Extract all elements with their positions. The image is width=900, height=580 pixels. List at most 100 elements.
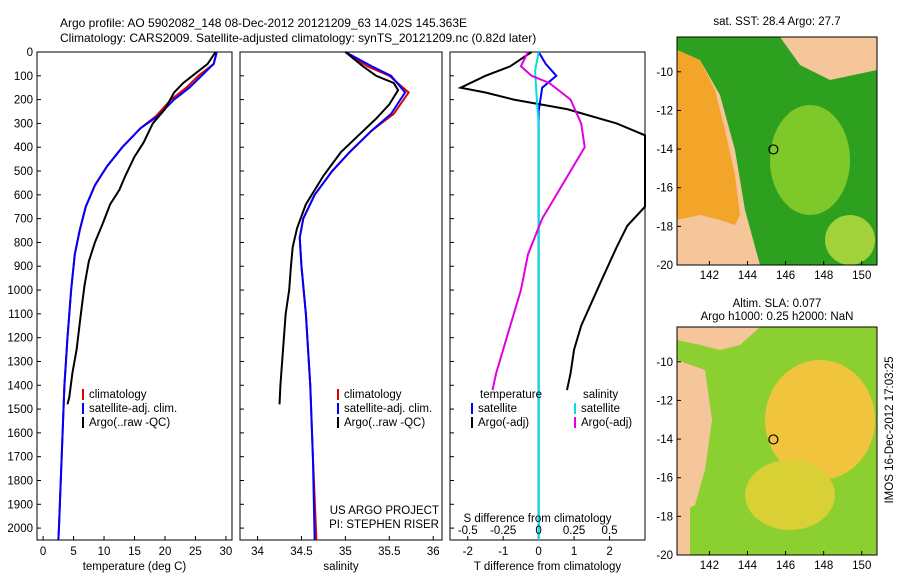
depth-tick-label: 1600 [7, 428, 33, 440]
sla-lon-label: 144 [738, 560, 758, 572]
temperature-legend-label: satellite-adj. clim. [89, 403, 177, 415]
depth-tick-label: 1000 [7, 285, 33, 297]
depth-tick-label: 1500 [7, 404, 33, 416]
temperature-x-axis-label: temperature (deg C) [83, 561, 187, 573]
salinity-line-satellite-adj-clim- [298, 51, 407, 541]
plot-title-line1: Argo profile: AO 5902082_148 08-Dec-2012… [60, 16, 467, 30]
sst-map-image [677, 37, 877, 265]
differences-s-axis-label: S difference from climatology [463, 513, 611, 525]
depth-tick-label: 400 [14, 142, 33, 154]
sst-lon-label: 148 [814, 270, 833, 282]
temperature-x-tick-label: 15 [128, 546, 141, 558]
sla-lat-label: -16 [656, 473, 673, 485]
salinity-x-axis-label: salinity [323, 561, 358, 573]
depth-tick-label: 200 [14, 95, 33, 107]
depth-tick-label: 2000 [7, 523, 33, 535]
project-annotation: US ARGO PROJECT [330, 505, 439, 517]
temperature-x-tick-label: 25 [189, 546, 202, 558]
sst-lat-label: -14 [656, 144, 673, 156]
salinity-line-argo-raw-qc- [278, 51, 400, 405]
differences-axes-frame [449, 51, 646, 541]
temperature-legend-label: climatology [89, 389, 147, 401]
sla-lat-label: -14 [656, 434, 673, 446]
differences-line-temperature-argo-adj- [457, 51, 646, 391]
diff-legend-label: salinity [583, 389, 618, 401]
depth-tick-label: 1200 [7, 333, 33, 345]
sst-lat-label: -16 [656, 183, 673, 195]
diff-legend-label: Argo(-adj) [478, 417, 529, 429]
temperature-legend-label: Argo(..raw -QC) [89, 417, 170, 429]
salinity-x-tick-label: 34 [251, 546, 264, 558]
sst-lon-label: 142 [700, 270, 719, 282]
sst-lon-label: 144 [738, 270, 758, 282]
depth-tick-label: 700 [14, 214, 33, 226]
temperature-x-tick-label: 10 [98, 546, 111, 558]
sla-map-subtitle: Argo h1000: 0.25 h2000: NaN [701, 311, 854, 323]
sla-lon-label: 142 [700, 560, 719, 572]
diff-legend-label: Argo(-adj) [581, 417, 632, 429]
sst-lat-label: -18 [656, 221, 673, 233]
sst-lat-label: -10 [656, 67, 673, 79]
sst-lon-label: 146 [776, 270, 795, 282]
differences-x-tick-label: 2 [606, 546, 612, 558]
diff-legend-label: satellite [478, 403, 517, 415]
depth-tick-label: 800 [14, 237, 33, 249]
temperature-x-tick-label: 0 [40, 546, 46, 558]
depth-tick-label: 500 [14, 166, 33, 178]
sst-map-title: sat. SST: 28.4 Argo: 27.7 [713, 16, 840, 28]
differences-line-salinity-argo-adj- [491, 51, 586, 391]
depth-tick-label: 1900 [7, 499, 33, 511]
depth-tick-label: 0 [27, 47, 33, 59]
sla-lon-label: 146 [776, 560, 795, 572]
sla-lat-label: -12 [656, 395, 673, 407]
salinity-x-tick-label: 36 [427, 546, 440, 558]
sla-lat-label: -18 [656, 511, 673, 523]
temperature-line-climatology [57, 51, 218, 541]
sst-lat-label: -20 [656, 260, 673, 272]
temperature-axes-frame [36, 51, 233, 541]
differences-s-tick-label: 0.5 [602, 525, 618, 537]
sst-lon-label: 150 [852, 270, 871, 282]
depth-tick-label: 300 [14, 118, 33, 130]
sla-map-image [677, 327, 877, 555]
sst-map-frame [676, 36, 878, 266]
differences-x-tick-label: -1 [498, 546, 508, 558]
temperature-x-tick-label: 5 [70, 546, 76, 558]
differences-x-tick-label: 1 [571, 546, 577, 558]
diff-legend-label: satellite [581, 403, 620, 415]
salinity-axes-frame [239, 51, 443, 541]
temperature-line-argo-raw-qc- [66, 51, 217, 405]
depth-tick-label: 600 [14, 190, 33, 202]
depth-tick-label: 1800 [7, 475, 33, 487]
salinity-line-climatology [298, 51, 410, 541]
differences-s-tick-label: 0 [535, 525, 541, 537]
sla-map-frame [676, 326, 878, 556]
depth-tick-label: 100 [14, 71, 33, 83]
sla-lon-label: 148 [814, 560, 833, 572]
sst-lat-label: -12 [656, 105, 673, 117]
differences-s-tick-label: -0.5 [458, 525, 478, 537]
temperature-x-tick-label: 20 [159, 546, 172, 558]
depth-tick-label: 1300 [7, 356, 33, 368]
depth-tick-label: 1100 [8, 309, 33, 321]
sla-argo-marker [768, 434, 779, 445]
diff-legend-label: temperature [480, 389, 542, 401]
sst-argo-marker [768, 144, 779, 155]
differences-x-tick-label: -2 [463, 546, 473, 558]
salinity-legend-label: satellite-adj. clim. [344, 403, 432, 415]
salinity-x-tick-label: 34.5 [290, 546, 312, 558]
temperature-x-tick-label: 30 [220, 546, 233, 558]
imos-timestamp-label: IMOS 16-Dec-2012 17:03:25 [884, 356, 896, 503]
sla-lon-label: 150 [852, 560, 871, 572]
differences-s-tick-label: -0.25 [490, 525, 516, 537]
salinity-x-tick-label: 35.5 [378, 546, 400, 558]
differences-x-axis-label: T difference from climatology [474, 561, 621, 573]
salinity-legend-label: climatology [344, 389, 402, 401]
sla-lat-label: -20 [656, 550, 673, 562]
depth-tick-label: 900 [14, 261, 33, 273]
temperature-line-satellite-adj-clim- [57, 51, 218, 541]
plot-title-line2: Climatology: CARS2009. Satellite-adjuste… [60, 31, 537, 45]
depth-tick-label: 1700 [7, 452, 33, 464]
differences-x-tick-label: 0 [535, 546, 541, 558]
